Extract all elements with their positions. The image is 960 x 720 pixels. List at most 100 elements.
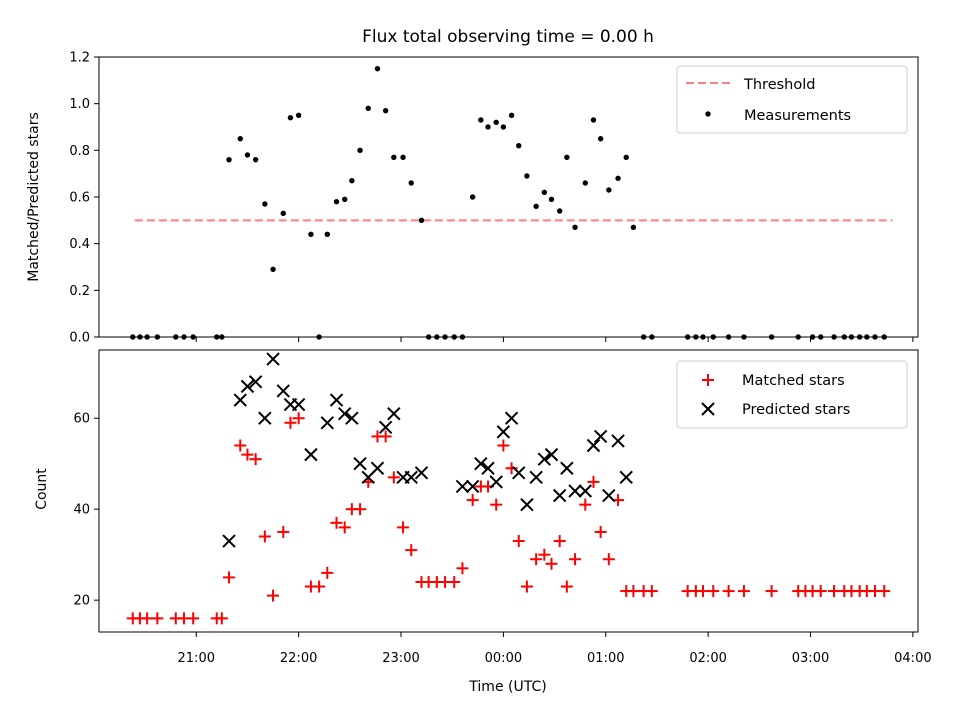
bottom-legend-box <box>676 360 908 429</box>
predicted-star-point <box>233 393 247 407</box>
predicted-star-stroke-b <box>370 461 385 475</box>
matched-star-point <box>151 612 164 625</box>
measurement-point <box>287 114 294 121</box>
predicted-star-point <box>337 406 352 421</box>
matched-star-point <box>321 566 334 579</box>
predicted-star-point <box>489 475 503 489</box>
predicted-star-stroke-b <box>329 393 344 407</box>
legend-measurements-label: Measurements <box>744 108 851 124</box>
top-chart-frame <box>98 56 919 338</box>
top-ytick-label: 0.4 <box>69 237 90 252</box>
predicted-star-stroke-b <box>455 479 470 494</box>
predicted-star-point <box>496 425 511 439</box>
top-ytick-label: 1.2 <box>69 51 90 66</box>
predicted-star-point <box>520 497 534 512</box>
predicted-star-point <box>387 406 401 421</box>
matched-star-point <box>258 530 271 543</box>
predicted-star-stroke-b <box>489 475 503 489</box>
measurement-point <box>533 203 539 210</box>
measurement-point <box>508 112 515 119</box>
predicted-star-stroke-b <box>602 488 616 503</box>
top-chart-title: Flux total observing time = 0.00 h <box>362 27 654 47</box>
measurement-point <box>226 156 232 163</box>
predicted-star-point <box>593 429 608 444</box>
predicted-star-stroke-b <box>578 484 592 498</box>
measurement-point <box>597 135 604 142</box>
measurement-point <box>308 231 314 238</box>
bottom-xtick-label: 02:00 <box>689 651 726 666</box>
measurement-point <box>606 187 612 193</box>
matched-star-point <box>645 585 658 598</box>
predicted-star-point <box>578 484 592 498</box>
matched-star-point <box>765 585 778 598</box>
predicted-star-point <box>370 461 385 475</box>
predicted-star-stroke-b <box>537 452 552 466</box>
predicted-star-stroke-b <box>474 457 488 471</box>
matched-star-point <box>277 525 290 538</box>
measurement-point <box>418 217 425 224</box>
matched-star-point <box>587 475 600 488</box>
matched-star-point <box>249 453 262 466</box>
measurement-point <box>516 142 522 149</box>
measurement-point <box>590 117 597 123</box>
predicted-star-point <box>291 397 306 412</box>
measurement-point <box>524 173 530 179</box>
matched-star-point <box>490 498 503 511</box>
measurement-point <box>556 208 563 214</box>
predicted-star-stroke-b <box>345 411 359 425</box>
matched-star-point <box>141 612 154 625</box>
measurement-point <box>493 119 499 126</box>
measurement-point <box>391 154 397 161</box>
matched-star-point <box>387 471 400 484</box>
predicted-star-stroke-b <box>611 434 625 448</box>
matched-star-point <box>538 548 551 561</box>
matched-star-point <box>697 585 710 598</box>
matched-star-point <box>497 439 510 452</box>
predicted-star-point <box>537 452 552 466</box>
matched-star-point <box>569 553 582 566</box>
measurement-point <box>548 196 555 203</box>
predicted-star-point <box>455 479 470 494</box>
bottom-ytick-label: 40 <box>73 503 90 518</box>
star-count-layer <box>126 352 891 625</box>
matched-star-point <box>545 557 558 570</box>
bottom-xtick-label: 00:00 <box>485 651 522 666</box>
predicted-star-point <box>222 534 236 548</box>
matched-star-point <box>330 516 343 529</box>
predicted-star-point <box>568 484 582 498</box>
top-legend-box <box>676 65 908 134</box>
matched-star-point <box>448 575 461 588</box>
matched-star-point <box>878 585 891 598</box>
predicted-star-stroke-b <box>465 479 480 494</box>
legend-matched-label: Matched stars <box>742 373 845 389</box>
predicted-star-stroke-b <box>560 461 574 475</box>
bottom-chart-ticks: 20 40 60 21:00 22:00 23:00 00:00 01:00 02:00 03:0… <box>73 412 931 666</box>
matched-star-point <box>602 553 615 566</box>
bottom-xtick-label: 23:00 <box>382 651 419 666</box>
measurement-point <box>615 175 621 182</box>
legend-predicted-swatch <box>701 402 715 416</box>
measurement-point <box>237 135 243 142</box>
bottom-xtick-label: 04:00 <box>894 651 931 666</box>
legend-measurements-swatch <box>705 111 711 117</box>
bottom-ytick-label: 20 <box>73 594 90 609</box>
predicted-star-point <box>544 447 559 462</box>
predicted-star-point <box>304 447 318 462</box>
measurement-point <box>295 112 302 119</box>
measurement-point <box>469 194 476 200</box>
measurement-point <box>500 124 507 130</box>
matched-star-point <box>284 416 297 429</box>
predicted-star-point <box>266 352 280 366</box>
predicted-star-stroke-b <box>414 466 429 480</box>
predicted-star-stroke-b <box>481 461 495 475</box>
predicted-star-point <box>474 457 488 471</box>
predicted-star-stroke-b <box>378 420 393 435</box>
matched-star-point <box>215 612 228 625</box>
predicted-star-stroke-b <box>504 411 519 425</box>
matched-star-point <box>722 585 735 598</box>
matched-star-point <box>466 494 479 507</box>
matched-star-point <box>814 585 827 598</box>
top-chart-ylabel: Matched/Predicted stars <box>26 112 42 282</box>
top-chart-legend: Threshold Measurements <box>676 65 908 134</box>
predicted-star-point <box>611 434 625 448</box>
